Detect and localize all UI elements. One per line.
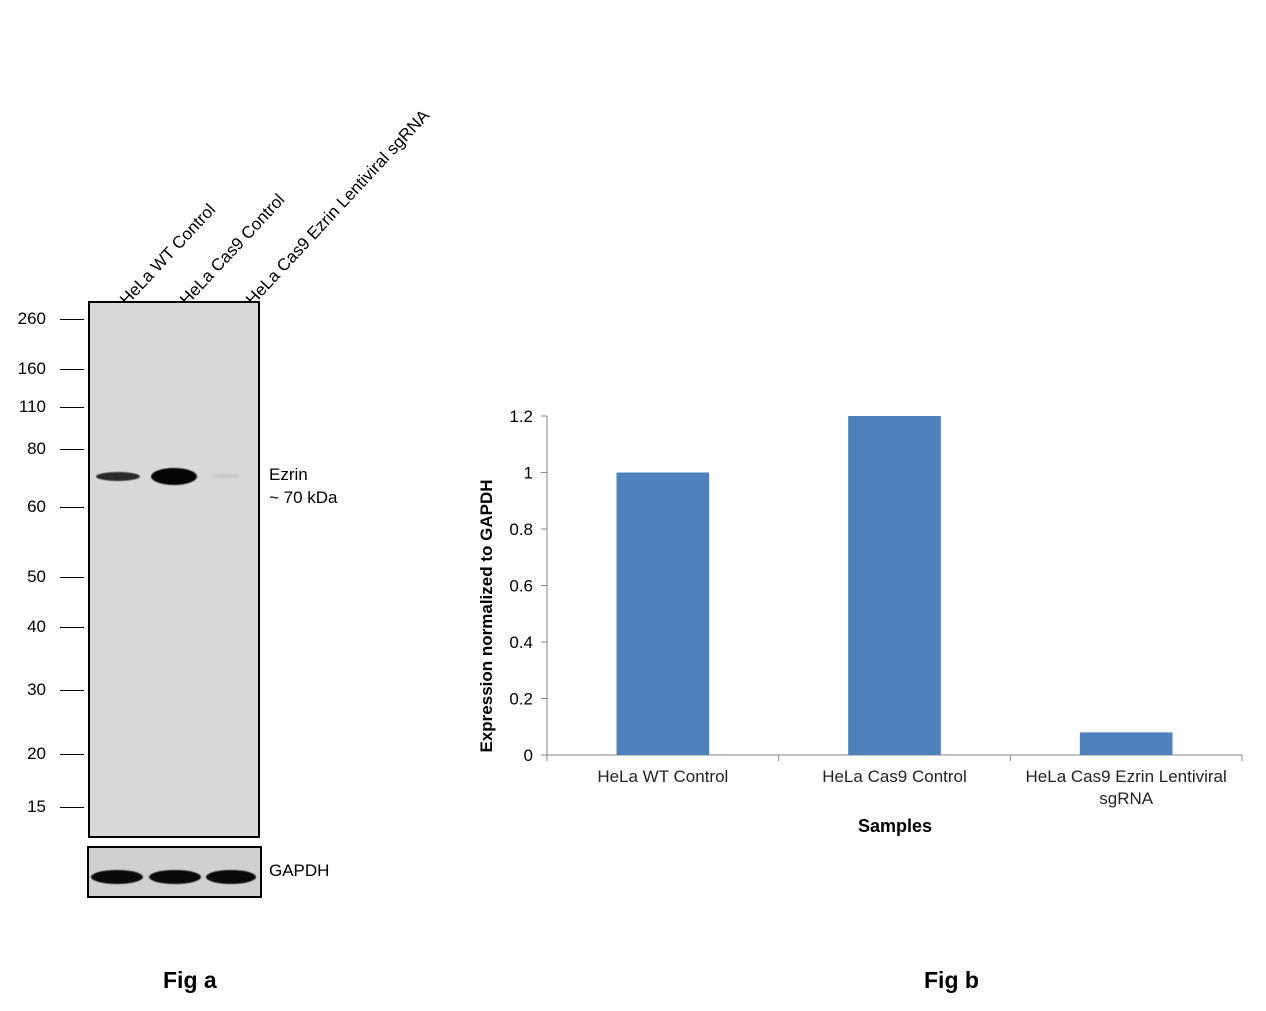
y-tick-label: 0.8	[509, 520, 533, 539]
ezrin-blot-panel	[88, 301, 260, 838]
fig-b-caption: Fig b	[924, 967, 979, 993]
x-axis-title: Samples	[858, 816, 932, 836]
ezrin-band-label: Ezrin ~ 70 kDa	[269, 463, 338, 509]
y-tick-label: 0.6	[509, 577, 533, 596]
ezrin-name: Ezrin	[269, 465, 308, 484]
y-tick-label: 0.2	[509, 690, 533, 709]
ezrin-band-sgrna	[210, 474, 240, 478]
x-tick-label: HeLa Cas9 Ezrin Lentiviral	[1026, 767, 1227, 786]
mw-marker-60: 60	[10, 497, 84, 517]
mw-marker-30: 30	[10, 680, 84, 700]
mw-marker-50: 50	[10, 567, 84, 587]
gapdh-band-wt	[91, 870, 143, 884]
mw-marker-15: 15	[10, 797, 84, 817]
y-tick-label: 1	[524, 464, 533, 483]
y-axis-title: Expression normalized to GAPDH	[477, 480, 496, 753]
bar-3	[1079, 732, 1173, 755]
mw-marker-260: 260	[10, 309, 84, 329]
ezrin-band-wt	[96, 472, 140, 481]
y-tick-label: 0	[524, 746, 533, 765]
x-tick-label: HeLa WT Control	[597, 767, 728, 786]
y-tick-label: 0.4	[509, 633, 533, 652]
mw-marker-40: 40	[10, 617, 84, 637]
bar-2	[848, 416, 941, 755]
mw-marker-80: 80	[10, 439, 84, 459]
mw-marker-110: 110	[10, 397, 84, 417]
bar-1	[616, 472, 710, 755]
fig-a-caption: Fig a	[163, 967, 217, 993]
mw-marker-160: 160	[10, 359, 84, 379]
mw-marker-20: 20	[10, 744, 84, 764]
ezrin-band-cas9	[151, 468, 197, 485]
ezrin-weight: ~ 70 kDa	[269, 488, 338, 507]
x-tick-label: HeLa Cas9 Control	[822, 767, 967, 786]
gapdh-band-sgrna	[206, 870, 256, 884]
gapdh-band-cas9	[149, 870, 201, 884]
gapdh-blot-panel	[87, 846, 262, 898]
gapdh-label: GAPDH	[269, 861, 330, 880]
chart-plot-area: 0 0.2 0.4 0.6 0.8 1 1.2 HeLa WT Control HeLa Cas…	[509, 407, 1243, 808]
y-tick-label: 1.2	[509, 407, 533, 426]
x-tick-label: sgRNA	[1099, 789, 1154, 808]
